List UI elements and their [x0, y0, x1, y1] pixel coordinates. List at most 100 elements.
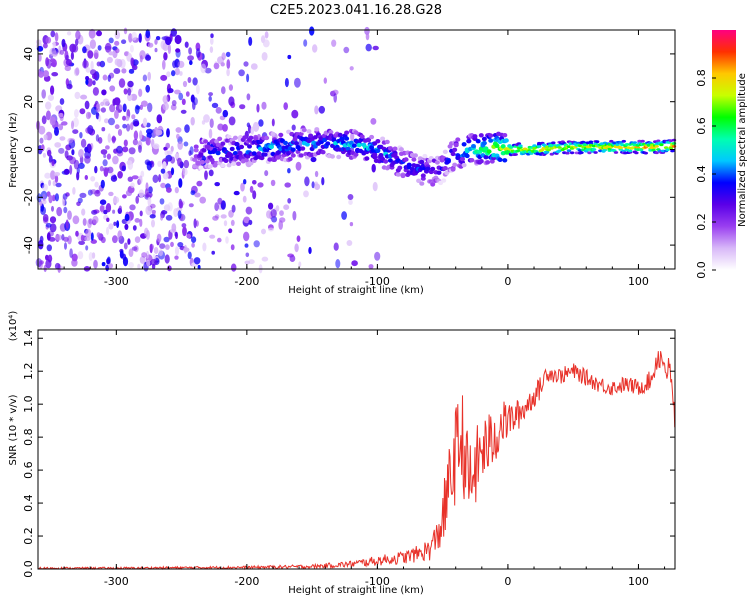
- spectrogram-ridge-cell: [478, 159, 484, 164]
- spectrogram-ridge-cell: [353, 152, 359, 157]
- spectrogram-ridge-cell: [593, 151, 598, 154]
- spectrogram-ridge-cell: [384, 139, 390, 145]
- spectrogram-speckle: [174, 153, 180, 159]
- spectrogram-ridge-cell: [472, 134, 478, 139]
- spectrogram-speckle: [42, 70, 50, 78]
- spectrogram-speckle: [108, 37, 114, 44]
- spectrogram-speckle: [157, 160, 162, 167]
- spectrogram-speckle: [117, 230, 123, 241]
- spectrogram-speckle: [141, 252, 148, 258]
- spectrogram-speckle: [199, 196, 206, 204]
- spectrogram-speckle: [165, 244, 170, 250]
- spectrogram-speckle: [370, 118, 377, 125]
- spectrogram-speckle: [76, 171, 80, 181]
- spectrogram-speckle: [163, 52, 168, 61]
- spectrogram-speckle: [187, 55, 195, 61]
- spectrogram-ridge-cell: [392, 146, 398, 151]
- spectrogram-ridge-cell: [416, 178, 422, 183]
- x-tick-label: 100: [628, 575, 649, 588]
- spectrogram-speckle: [122, 103, 127, 113]
- spectrogram-speckle: [96, 232, 101, 238]
- spectrogram-ridge-cell: [549, 152, 554, 156]
- spectrogram-speckle: [103, 209, 108, 215]
- spectrogram-speckle: [174, 231, 178, 237]
- spectrogram-speckle: [67, 137, 74, 144]
- spectrogram-speckle: [193, 257, 201, 265]
- spectrogram-speckle: [54, 142, 62, 148]
- spectrogram-speckle: [226, 59, 231, 70]
- spectrogram-speckle: [170, 241, 174, 248]
- spectrogram-speckle: [75, 67, 80, 76]
- spectrogram-speckle: [233, 190, 240, 196]
- spectrogram-x-label: Height of straight line (km): [288, 285, 424, 296]
- spectrogram-ridge-cell: [397, 165, 403, 170]
- spectrogram-speckle: [90, 69, 97, 76]
- spectrogram-ridge-cell: [569, 151, 575, 155]
- spectrogram-speckle: [147, 102, 153, 113]
- spectrogram-speckle: [314, 170, 319, 178]
- spectrogram-speckle: [38, 125, 46, 135]
- spectrogram-speckle: [289, 255, 296, 262]
- spectrogram-ridge-cell: [436, 170, 442, 175]
- spectrogram-speckle: [268, 202, 274, 210]
- spectrogram-speckle: [221, 52, 226, 61]
- spectrogram-speckle: [188, 47, 193, 55]
- spectrogram-ridge-cell: [532, 146, 537, 150]
- spectrogram-speckle: [59, 49, 65, 55]
- spectrogram-speckle: [261, 228, 266, 235]
- spectrogram-ridge-cell: [228, 152, 234, 158]
- spectrogram-speckle: [228, 228, 233, 234]
- spectrogram-speckle: [77, 197, 83, 204]
- spectrogram-speckle: [201, 120, 206, 125]
- spectrogram-speckle: [126, 123, 131, 132]
- spectrogram-speckle: [131, 64, 138, 71]
- spectrogram-speckle: [122, 256, 129, 267]
- spectrogram-ridge-cell: [195, 160, 201, 165]
- spectrogram-speckle: [122, 146, 129, 153]
- spectrogram-ridge-cell: [320, 150, 326, 155]
- spectrogram-speckle: [208, 128, 213, 139]
- spectrogram-speckle: [145, 250, 150, 259]
- spectrogram-speckle: [175, 48, 181, 53]
- spectrogram-speckle: [47, 94, 55, 101]
- spectrogram-speckle: [131, 175, 139, 180]
- spectrogram-speckle: [239, 104, 246, 110]
- spectrogram-ridge-cell: [251, 151, 257, 156]
- x-tick-label: -100: [365, 575, 390, 588]
- spectrogram-speckle: [188, 150, 192, 157]
- spectrogram-speckle: [103, 167, 109, 177]
- spectrogram-ridge-cell: [671, 142, 677, 145]
- spectrogram-speckle: [103, 154, 107, 159]
- spectrogram-ridge-cell: [364, 156, 370, 161]
- colorbar-tick-label: 0.8: [695, 69, 708, 87]
- spectrogram-speckle: [262, 39, 270, 48]
- spectrogram-ridge-cell: [204, 159, 210, 164]
- spectrogram-speckle: [82, 60, 89, 69]
- spectrogram-ridge-cell: [637, 139, 642, 143]
- spectrogram-speckle: [113, 221, 117, 226]
- spectrogram-speckle: [158, 249, 163, 257]
- spectrogram-speckle: [63, 236, 69, 242]
- spectrogram-speckle: [188, 203, 194, 208]
- spectrogram-speckle: [243, 216, 251, 224]
- snr-y-label: SNR (10 * v/v): [8, 394, 19, 465]
- spectrogram-ridge-cell: [359, 134, 365, 139]
- spectrogram-speckle: [58, 112, 64, 118]
- spectrogram-speckle: [98, 114, 102, 122]
- spectrogram-speckle: [193, 97, 198, 106]
- spectrogram-speckle: [152, 174, 159, 183]
- spectrogram-ridge-cell: [380, 136, 386, 141]
- spectrogram-speckle: [217, 123, 224, 131]
- spectrogram-speckle: [139, 55, 143, 63]
- spectrogram-speckle: [54, 174, 59, 183]
- spectrogram-speckle: [82, 218, 87, 226]
- spectrogram-speckle: [164, 254, 170, 264]
- spectrogram-speckle: [66, 31, 72, 36]
- spectrogram-speckle: [71, 149, 75, 156]
- spectrogram-ridge-cell: [264, 135, 270, 141]
- spectrogram-ridge-cell: [419, 159, 425, 165]
- spectrogram-ridge-cell: [306, 129, 312, 134]
- spectrogram-ridge-cell: [557, 146, 562, 149]
